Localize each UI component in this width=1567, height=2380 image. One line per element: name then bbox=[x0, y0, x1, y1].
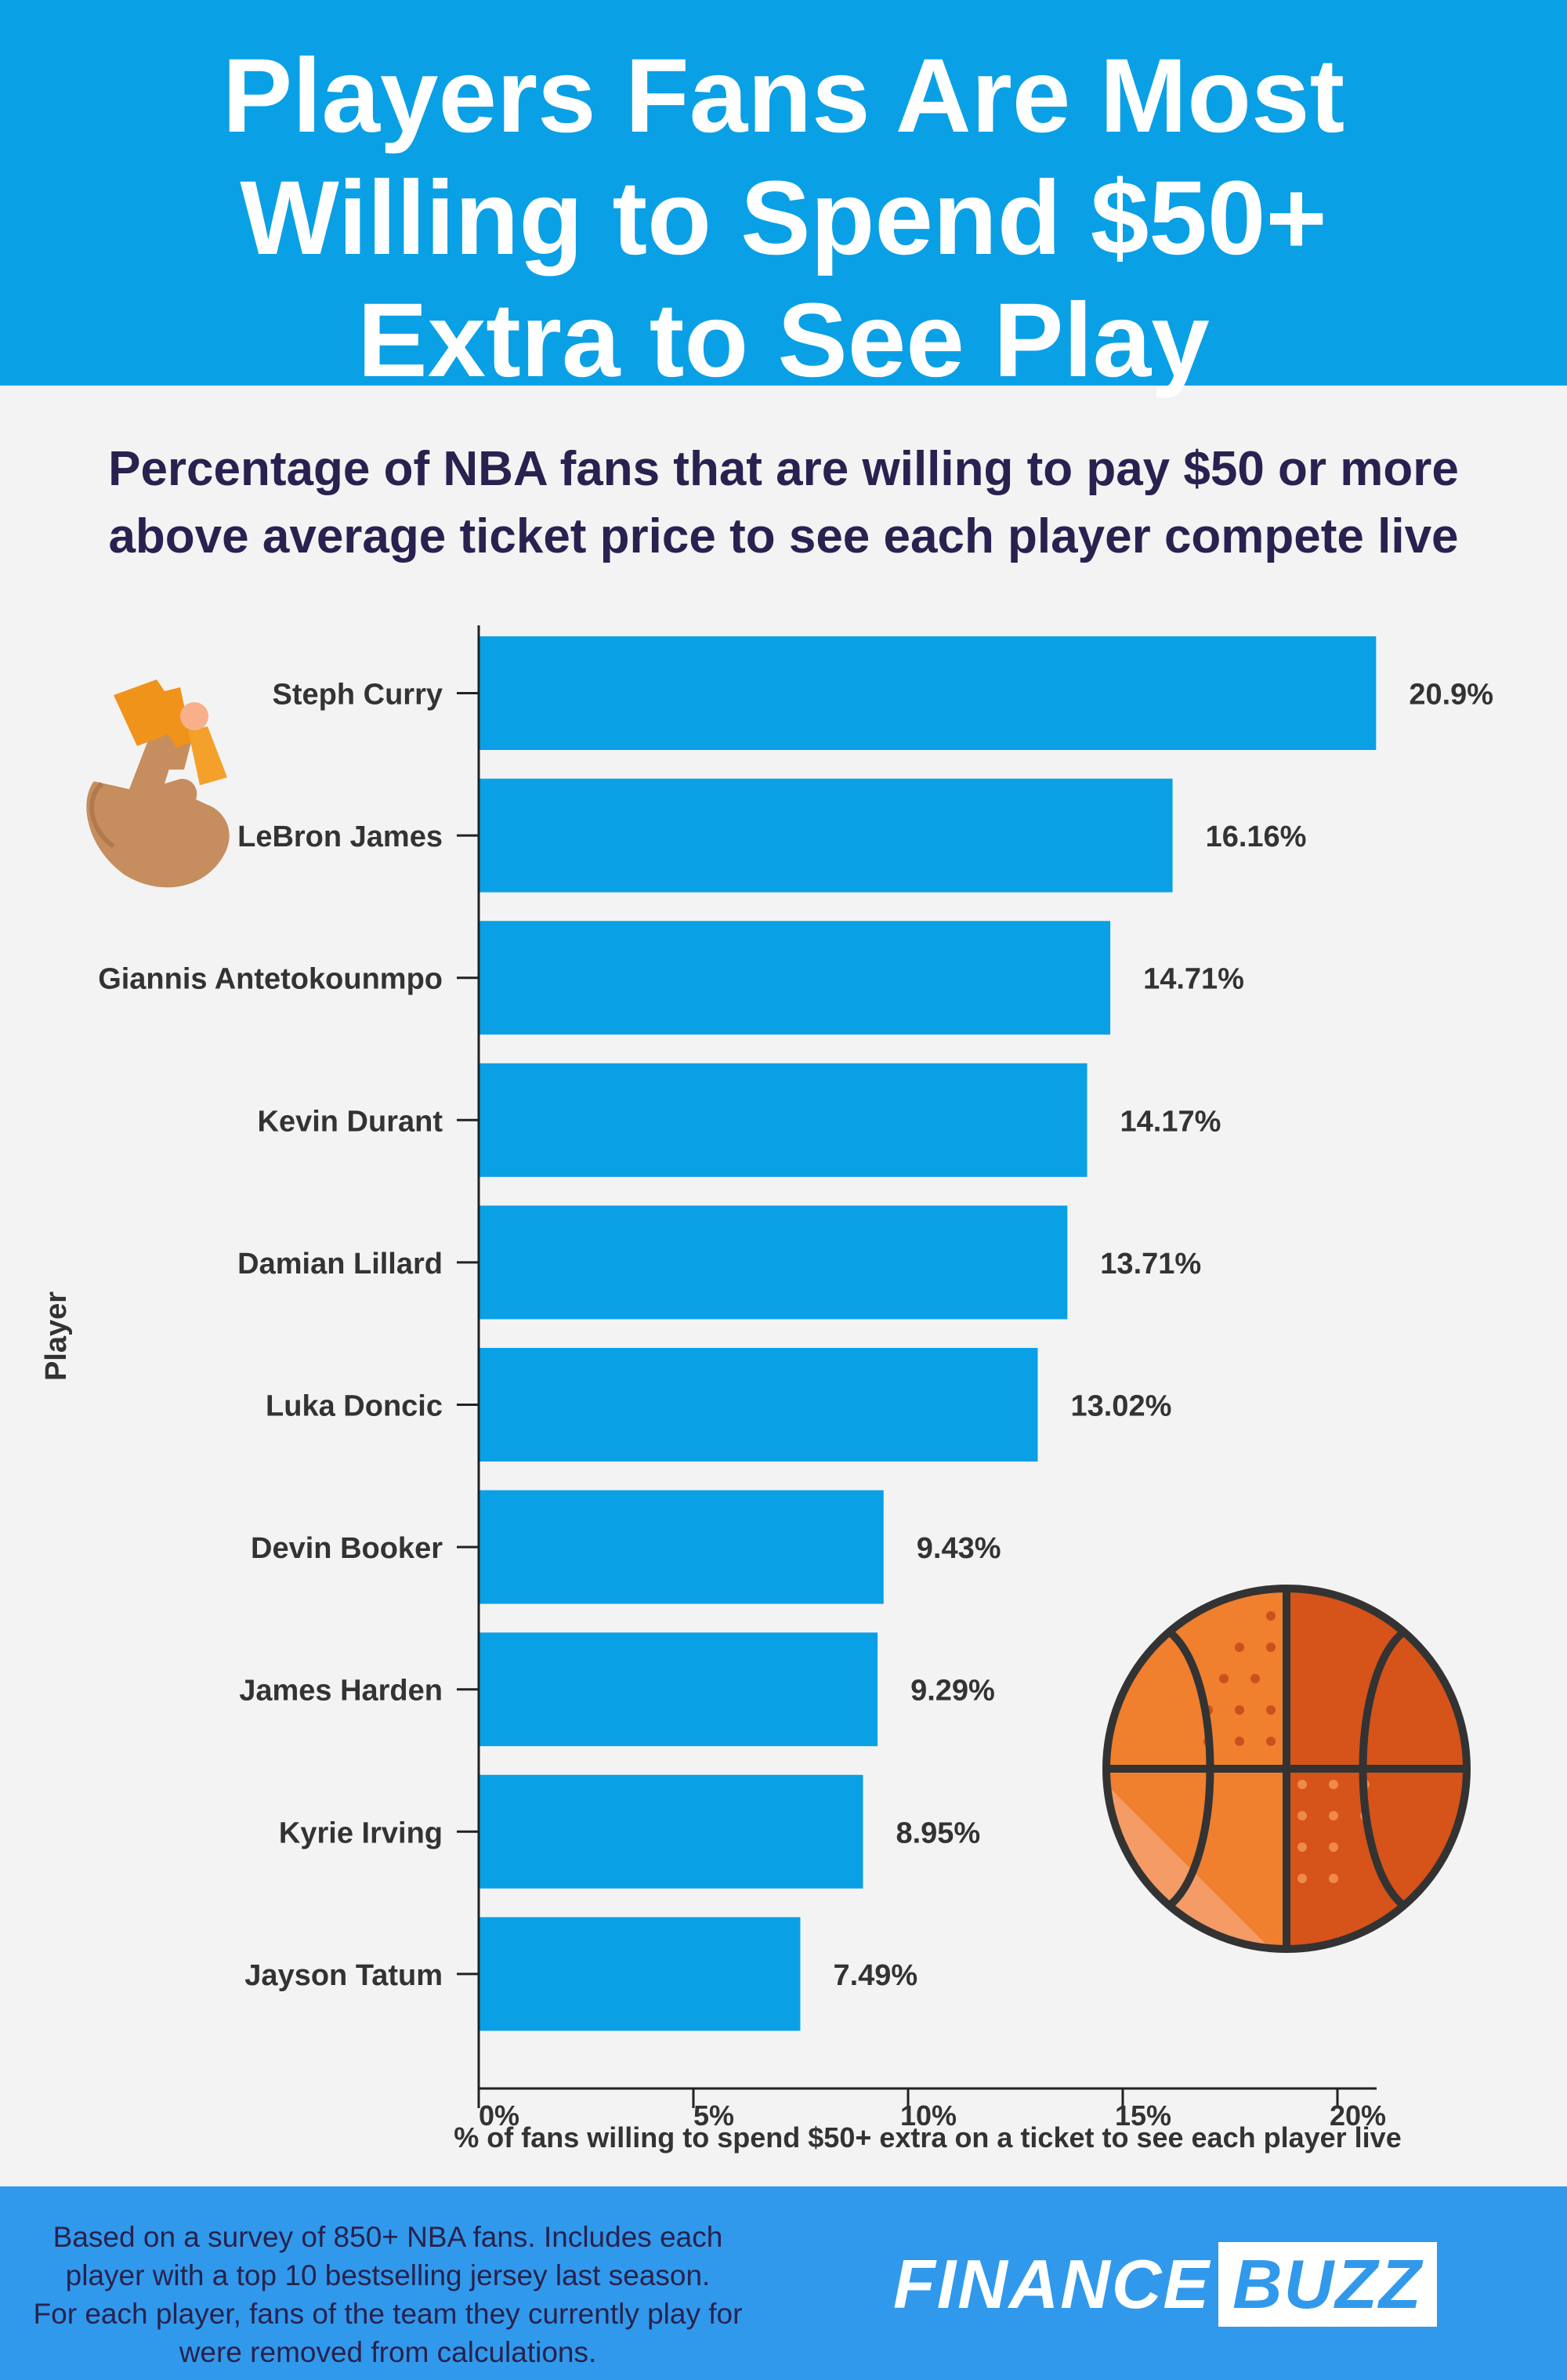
bar bbox=[479, 1917, 801, 2031]
x-tick-label: 15% bbox=[1115, 2099, 1171, 2132]
logo-text-finance: FINANCE bbox=[893, 2245, 1211, 2323]
value-label: 9.43% bbox=[917, 1532, 1001, 1565]
bars-layer bbox=[479, 636, 1377, 2031]
bar bbox=[479, 921, 1111, 1035]
value-label: 16.16% bbox=[1206, 821, 1307, 853]
value-label: 8.95% bbox=[896, 1817, 980, 1849]
header-banner: Players Fans Are Most Willing to Spend $… bbox=[0, 0, 1567, 399]
page-title: Players Fans Are Most Willing to Spend $… bbox=[222, 38, 1345, 399]
category-label: Giannis Antetokounmpo bbox=[98, 963, 443, 996]
value-label: 20.9% bbox=[1409, 679, 1493, 712]
logo-text-buzz: BUZZ bbox=[1218, 2242, 1437, 2327]
category-label: Jayson Tatum bbox=[244, 1959, 443, 1992]
value-label: 7.49% bbox=[833, 1959, 917, 1992]
category-label: Steph Curry bbox=[273, 679, 443, 712]
x-tick-label: 5% bbox=[693, 2099, 734, 2132]
bar bbox=[479, 1348, 1038, 1462]
bar bbox=[479, 1205, 1068, 1320]
bar bbox=[479, 1063, 1087, 1177]
bar bbox=[479, 778, 1173, 893]
value-label: 14.17% bbox=[1120, 1105, 1221, 1138]
x-ticks: 0% 5% 10% 15% 20% bbox=[477, 2088, 1386, 2132]
value-label: 13.71% bbox=[1100, 1248, 1201, 1281]
category-label: Kyrie Irving bbox=[279, 1817, 443, 1849]
x-tick-label: 10% bbox=[900, 2099, 957, 2132]
value-label: 13.02% bbox=[1070, 1390, 1171, 1423]
category-label: LeBron James bbox=[237, 821, 443, 853]
category-label: James Harden bbox=[239, 1675, 443, 1708]
bar bbox=[479, 1490, 884, 1604]
labels-layer: Steph Curry 20.9% LeBron James 16.16% Gianni… bbox=[98, 679, 1493, 1992]
basketball-icon bbox=[1102, 1585, 1471, 1953]
value-label: 9.29% bbox=[910, 1675, 995, 1708]
category-label: Kevin Durant bbox=[258, 1105, 443, 1138]
y-axis-title: Player bbox=[40, 1291, 73, 1381]
chart-subtitle: Percentage of NBA fans that are willing … bbox=[108, 442, 1459, 563]
bar bbox=[479, 1774, 863, 1889]
bar bbox=[479, 636, 1377, 750]
survey-note: Based on a survey of 850+ NBA fans. Incl… bbox=[33, 2221, 743, 2368]
category-label: Damian Lillard bbox=[237, 1248, 443, 1281]
category-label: Luka Doncic bbox=[266, 1390, 443, 1423]
x-axis-title: % of fans willing to spend $50+ extra on… bbox=[454, 2121, 1401, 2154]
hand-holding-ticket-icon bbox=[86, 679, 230, 888]
bar-chart: Steph Curry 20.9% LeBron James 16.16% Gianni… bbox=[40, 625, 1493, 2154]
category-label: Devin Booker bbox=[251, 1532, 443, 1565]
x-tick-label: 0% bbox=[479, 2099, 519, 2132]
value-label: 14.71% bbox=[1143, 963, 1244, 996]
x-tick-label: 20% bbox=[1330, 2099, 1386, 2132]
bar bbox=[479, 1632, 878, 1747]
brand-logo[interactable]: FINANCE BUZZ bbox=[893, 2237, 1437, 2331]
